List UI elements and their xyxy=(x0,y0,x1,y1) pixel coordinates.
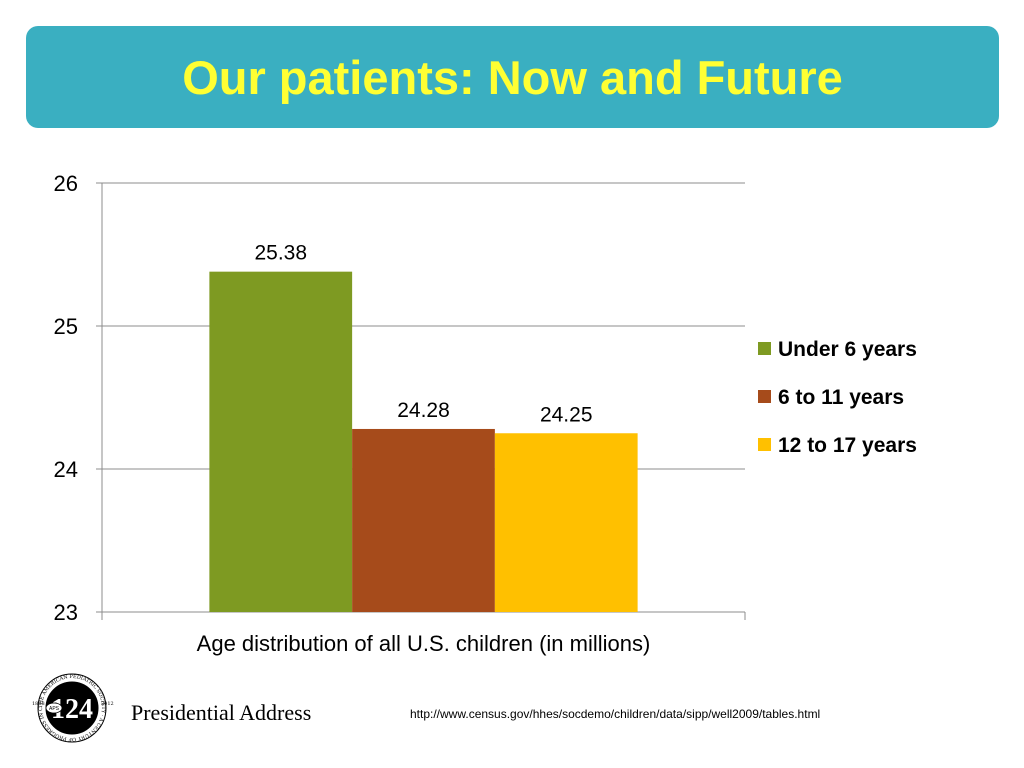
y-tick-label-23: 23 xyxy=(54,600,78,625)
legend-label-3: 12 to 17 years xyxy=(778,434,917,457)
bar-1 xyxy=(209,271,353,612)
presidential-address-label: Presidential Address xyxy=(131,700,312,725)
logo-year-left: 1888 xyxy=(32,701,45,707)
legend-swatch-1 xyxy=(758,342,771,355)
title-banner: Our patients: Now and Future xyxy=(26,26,999,128)
page-title: Our patients: Now and Future xyxy=(182,50,843,104)
bar-3 xyxy=(494,433,638,612)
x-axis-label: Age distribution of all U.S. children (i… xyxy=(197,631,651,656)
logo-aps: APS xyxy=(49,706,60,712)
aps-logo: THE AMERICAN PEDIATRIC SOCIETY · A CENTU… xyxy=(24,672,114,743)
data-label-3: 24.25 xyxy=(540,403,593,426)
data-label-1: 25.38 xyxy=(254,242,307,265)
data-label-2: 24.28 xyxy=(397,399,450,422)
y-tick-label-25: 25 xyxy=(54,314,78,339)
source-url: http://www.census.gov/hhes/socdemo/child… xyxy=(410,707,821,721)
bar-2 xyxy=(352,428,495,612)
legend-swatch-3 xyxy=(758,438,771,451)
logo-year-right: 2012 xyxy=(101,701,114,707)
legend-label-1: Under 6 years xyxy=(778,338,917,361)
y-tick-label-26: 26 xyxy=(54,171,78,196)
legend-swatch-2 xyxy=(758,390,771,403)
legend-label-2: 6 to 11 years xyxy=(778,386,904,409)
y-tick-label-24: 24 xyxy=(54,457,78,482)
